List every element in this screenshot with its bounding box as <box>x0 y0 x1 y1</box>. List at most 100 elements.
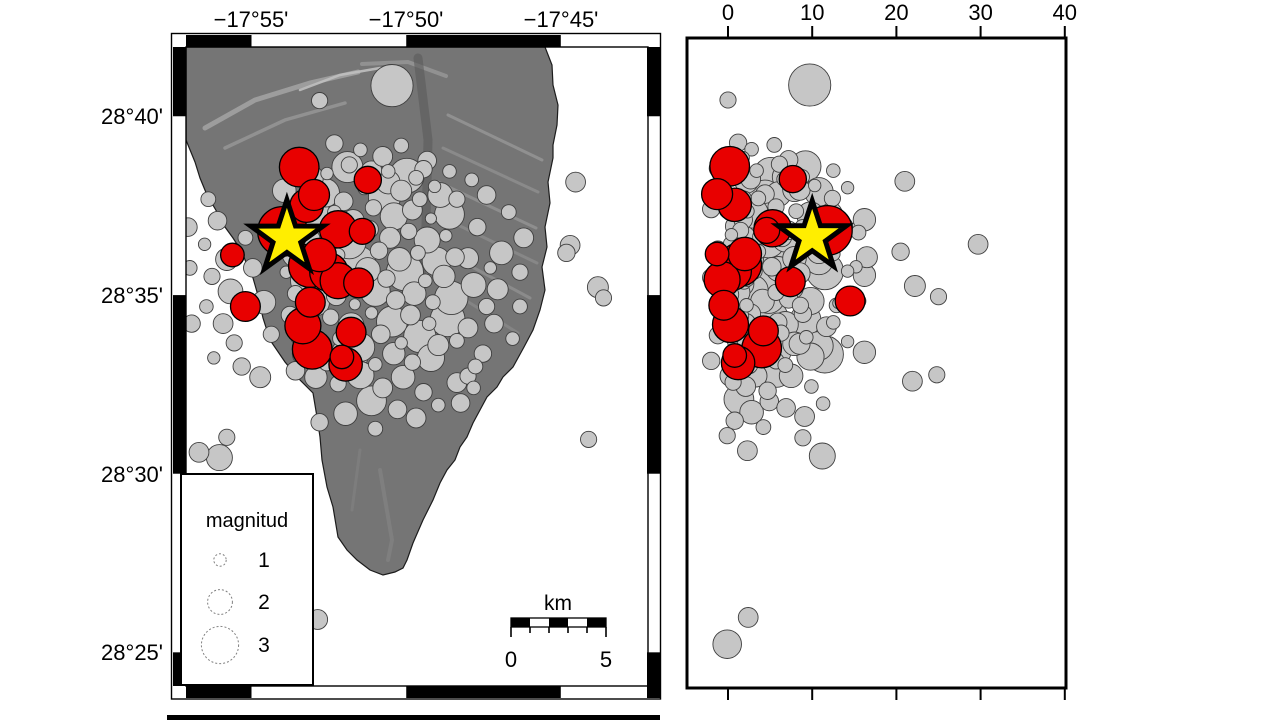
earthquake-marker <box>197 237 212 251</box>
scalebar-end-label: 5 <box>600 647 612 672</box>
earthquake-marker <box>557 243 576 263</box>
map-frame <box>170 32 662 700</box>
earthquake-marker <box>439 229 453 243</box>
earthquake-marker <box>379 226 402 249</box>
earthquake-marker <box>432 264 456 289</box>
earthquake-marker <box>427 334 450 357</box>
earthquake-marker <box>450 393 471 413</box>
earthquake-marker <box>823 189 841 207</box>
earthquake-marker <box>377 269 396 288</box>
earthquake-marker <box>489 240 514 266</box>
earthquake-marker <box>387 399 408 420</box>
depth-tick-label: 0 <box>722 0 734 25</box>
earthquake-marker-large <box>704 241 730 267</box>
earthquake-marker <box>565 171 586 193</box>
earthquake-marker <box>410 245 426 261</box>
earthquake-marker <box>808 442 836 470</box>
earthquake-marker <box>212 313 234 334</box>
relief-ridge <box>378 468 395 562</box>
earthquake-marker <box>431 397 446 413</box>
earthquake-marker <box>486 278 509 301</box>
lat-tick-label: 28°35' <box>101 283 163 308</box>
earthquake-marker <box>855 246 878 269</box>
earthquake-marker <box>928 366 946 384</box>
earthquake-marker <box>929 288 948 306</box>
earthquake-marker <box>372 377 394 399</box>
earthquake-marker <box>476 185 497 205</box>
legend-size-circle <box>213 553 227 567</box>
lat-tick-label: 28°30' <box>101 462 163 487</box>
earthquake-marker <box>243 258 263 278</box>
earthquake-marker <box>371 324 391 345</box>
earthquake-marker <box>449 332 465 349</box>
lat-tick-label: 28°40' <box>101 104 163 129</box>
legend-size-circle <box>200 625 240 665</box>
earthquake-marker-large <box>278 146 320 188</box>
depth-tick-label: 40 <box>1053 0 1077 25</box>
earthquake-marker <box>232 357 251 376</box>
earthquake-marker <box>788 63 832 107</box>
earthquake-marker <box>445 247 465 267</box>
earthquake-marker-large <box>335 316 367 348</box>
earthquake-marker <box>199 299 214 314</box>
earthquake-marker <box>762 257 782 277</box>
earthquake-marker-large <box>297 178 331 212</box>
earthquake-marker <box>393 137 410 154</box>
earthquake-marker <box>513 227 535 249</box>
earthquake-marker <box>405 407 427 429</box>
earthquake-marker-large <box>727 236 763 272</box>
earthquake-marker <box>758 381 777 400</box>
earthquake-marker <box>718 427 736 445</box>
earthquake-marker-large <box>778 164 808 194</box>
earthquake-marker <box>511 263 529 281</box>
earthquake-marker <box>200 191 217 208</box>
earthquake-marker <box>702 351 721 371</box>
earthquake-marker <box>468 217 487 237</box>
earthquake-marker <box>902 370 923 392</box>
earthquake-marker <box>385 290 406 310</box>
earthquake-marker <box>739 399 764 425</box>
earthquake-marker-large <box>348 217 376 246</box>
lon-tick-label: −17°55' <box>214 7 289 32</box>
earthquake-marker <box>473 344 493 363</box>
earthquake-marker <box>367 420 384 437</box>
legend-title: magnitud <box>206 510 288 532</box>
earthquake-marker-large <box>219 242 245 268</box>
earthquake-marker <box>750 190 767 207</box>
earthquake-marker <box>749 163 764 178</box>
earthquake-marker <box>372 146 394 167</box>
earthquake-marker <box>427 179 442 194</box>
earthquake-marker <box>894 170 916 192</box>
legend-box <box>180 473 314 686</box>
earthquake-marker <box>203 267 221 285</box>
earthquake-marker <box>333 401 358 426</box>
earthquake-marker <box>353 142 368 158</box>
earthquake-marker <box>505 331 520 346</box>
earthquake-marker <box>403 353 421 371</box>
earthquake-marker-large <box>753 216 781 245</box>
earthquake-marker <box>840 334 855 349</box>
earthquake-marker <box>370 64 414 108</box>
earthquake-marker <box>512 298 528 315</box>
earthquake-marker <box>285 361 306 381</box>
earthquake-marker <box>744 141 759 157</box>
relief-ridge <box>223 101 347 150</box>
earthquake-marker <box>390 179 413 202</box>
earthquake-marker <box>815 396 831 411</box>
earthquake-marker <box>799 330 814 345</box>
relief-ridge <box>436 180 538 230</box>
earthquake-marker <box>719 91 737 109</box>
earthquake-marker <box>418 273 433 288</box>
earthquake-marker <box>903 275 926 297</box>
earthquake-marker <box>852 340 877 364</box>
lon-tick-label: −17°45' <box>524 7 599 32</box>
earthquake-marker <box>967 233 989 255</box>
earthquake-marker <box>414 383 433 402</box>
relief-ridge <box>446 113 544 162</box>
earthquake-marker-large <box>722 343 748 368</box>
lon-tick-label: −17°50' <box>369 7 444 32</box>
legend-item-label: 1 <box>258 549 270 572</box>
earthquake-marker <box>739 298 754 313</box>
earthquake-marker <box>484 313 504 334</box>
earthquake-marker <box>340 156 358 174</box>
